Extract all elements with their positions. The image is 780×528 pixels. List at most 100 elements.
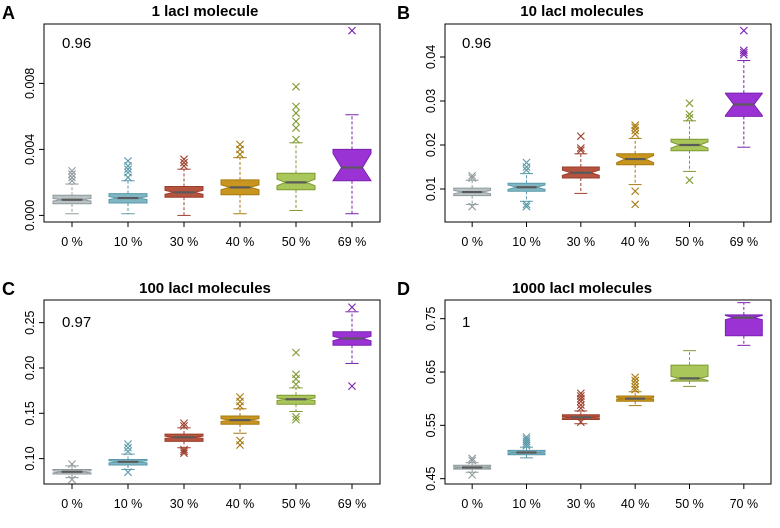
outlier-point [576, 418, 585, 427]
x-tick-label: 50 % [675, 235, 704, 249]
outlier-point [522, 166, 531, 175]
y-tick-label: 0.25 [23, 310, 37, 334]
box-body [670, 364, 709, 382]
outlier-stroke [124, 165, 132, 174]
correlation-annotation: 0.96 [62, 35, 91, 52]
outlier-point [236, 436, 244, 445]
box-body [724, 314, 763, 337]
outlier-stroke [468, 470, 477, 479]
outlier-point [292, 135, 300, 144]
outlier-stroke [576, 404, 585, 413]
outlier-point [292, 102, 300, 111]
chart-title: 10 lacI molecules [520, 3, 643, 20]
y-tick-label: 0.01 [424, 177, 438, 201]
outlier-point [576, 389, 585, 398]
outlier-stroke [685, 113, 694, 122]
x-tick-label: 10 % [114, 235, 143, 249]
outlier-stroke [576, 132, 585, 141]
outlier-stroke [468, 456, 477, 465]
outlier-stroke [522, 202, 531, 211]
x-tick-label: 30 % [567, 235, 596, 249]
plot-frame [444, 299, 772, 485]
outlier-point [468, 171, 477, 180]
outlier-stroke [522, 158, 531, 167]
outlier-stroke [292, 415, 300, 424]
x-tick-label: 50 % [282, 235, 311, 249]
x-tick-label: 69 % [338, 235, 367, 249]
box-0 [52, 460, 92, 484]
outlier-stroke [124, 447, 132, 456]
outlier-stroke [468, 454, 477, 463]
y-tick-label: 0.04 [424, 45, 438, 69]
outlier-stroke [68, 475, 76, 484]
box-4 [670, 99, 709, 185]
outlier-stroke [292, 123, 300, 132]
outlier-point [468, 174, 477, 182]
box-5 [332, 26, 372, 215]
outlier-point [631, 123, 640, 132]
x-tick-label: 40 % [621, 497, 650, 511]
x-tick-label: 30 % [567, 497, 596, 511]
outlier-stroke [180, 419, 188, 428]
box-4 [670, 350, 709, 387]
box-2 [164, 419, 204, 458]
outlier-point [468, 470, 477, 479]
x-tick-label: 0 % [61, 235, 83, 249]
panel-a: 0.000 0.004 0.008 0 % 10 % 30 % 40 % 50 % 69 % A 1… [2, 3, 381, 249]
outlier-point [180, 158, 188, 167]
outlier-stroke [124, 156, 132, 165]
outlier-point [124, 168, 132, 177]
outlier-stroke [292, 102, 300, 111]
outlier-point [348, 382, 356, 391]
outlier-stroke [292, 109, 300, 118]
outlier-point [522, 433, 531, 442]
outlier-point [631, 187, 640, 196]
outlier-stroke [348, 26, 356, 35]
chart-title: 100 lacI molecules [139, 280, 271, 297]
box-5 [724, 26, 763, 148]
panel-label: C [2, 279, 15, 299]
x-tick-label: 50 % [675, 497, 704, 511]
outlier-stroke [292, 82, 300, 91]
box-5 [724, 302, 763, 346]
outlier-point [576, 146, 585, 155]
outlier-stroke [685, 99, 694, 108]
outlier-stroke [631, 130, 640, 138]
outlier-stroke [180, 449, 188, 458]
y-tick-label: 0.75 [424, 306, 438, 330]
panel-label: B [397, 3, 410, 23]
outlier-stroke [685, 110, 694, 119]
outlier-point [631, 130, 640, 138]
outlier-point [68, 170, 76, 179]
x-tick-label: 69 % [338, 497, 367, 511]
outlier-stroke [631, 382, 640, 391]
box-5 [332, 303, 372, 391]
outlier-stroke [468, 171, 477, 180]
y-tick-label: 0.03 [424, 89, 438, 113]
outlier-point [522, 158, 531, 167]
outlier-point [292, 415, 300, 424]
x-tick-label: 0 % [461, 235, 483, 249]
panel-d: 0.45 0.55 0.65 0.75 0 % 10 % 30 % 40 % 50 % 70 % D… [397, 279, 772, 511]
outlier-point [468, 454, 477, 463]
outlier-stroke [576, 418, 585, 427]
outlier-point [180, 445, 188, 454]
outlier-stroke [631, 121, 640, 130]
outlier-point [739, 48, 748, 57]
outlier-stroke [631, 123, 640, 132]
outlier-point [348, 303, 356, 312]
x-tick-label: 50 % [282, 497, 311, 511]
outlier-stroke [180, 155, 188, 164]
panel-label: A [2, 3, 15, 23]
correlation-annotation: 0.97 [62, 314, 91, 331]
plot-frame [43, 23, 381, 223]
box-2 [561, 132, 600, 194]
chart-title: 1000 lacI molecules [512, 280, 652, 297]
outlier-stroke [68, 170, 76, 179]
box-3 [220, 392, 260, 450]
y-tick-label: 0.10 [23, 446, 37, 470]
outlier-point [522, 202, 531, 211]
outlier-point [180, 449, 188, 458]
outlier-point [468, 456, 477, 465]
box-body [332, 148, 372, 182]
